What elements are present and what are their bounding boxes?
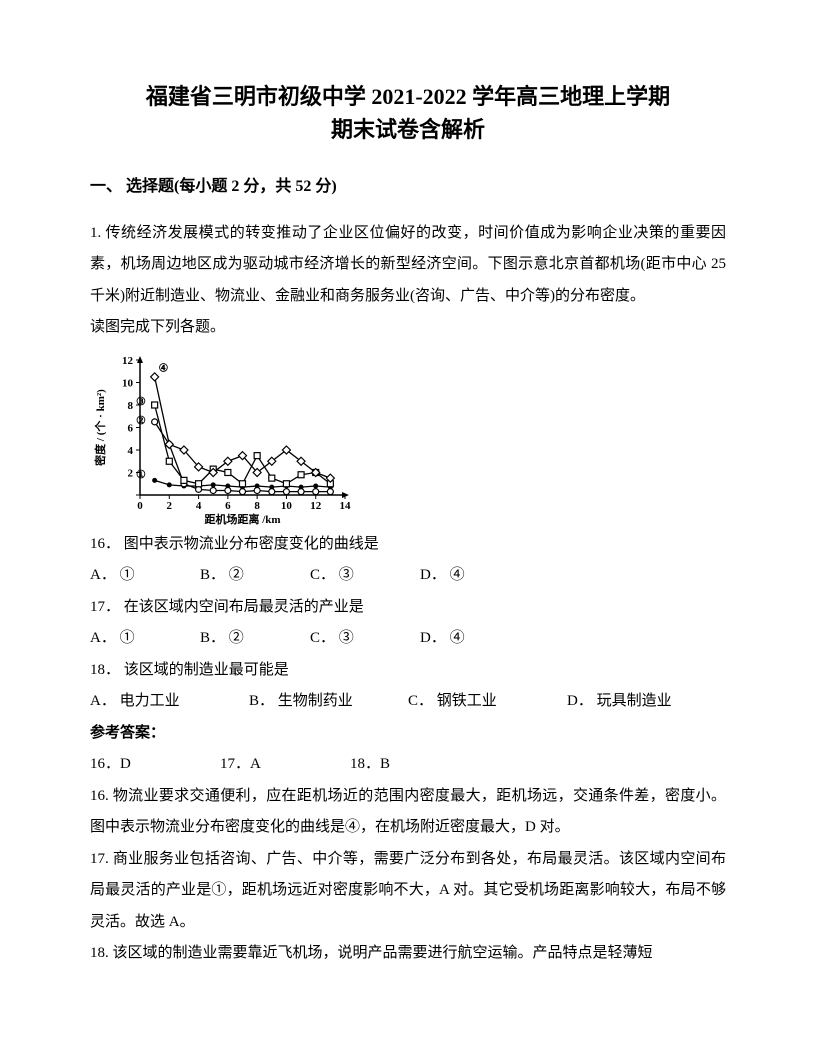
svg-text:8: 8: [128, 400, 134, 412]
q16-stem: 16． 图中表示物流业分布密度变化的曲线是: [90, 529, 726, 561]
title-line-2: 期末试卷含解析: [90, 113, 726, 146]
answer-row: 16．D 17．A 18．B: [90, 749, 726, 781]
q18-option-c: C． 钢铁工业: [408, 686, 567, 718]
svg-text:2: 2: [167, 500, 173, 512]
svg-text:④: ④: [158, 362, 168, 374]
svg-text:14: 14: [340, 500, 352, 512]
svg-text:10: 10: [122, 377, 134, 389]
section-header: 一、 选择题(每小题 2 分，共 52 分): [90, 170, 726, 204]
q16-option-d: D． ④: [420, 560, 530, 592]
svg-text:2: 2: [128, 467, 134, 479]
q18-option-a: A． 电力工业: [90, 686, 249, 718]
density-chart: 0 2 4 6 8 10 12 14 2 4 6 8 10 12 距机场距离 /km 密度 / (个 · km…: [90, 350, 355, 525]
svg-text:8: 8: [254, 500, 260, 512]
svg-text:6: 6: [225, 500, 231, 512]
q17-option-d: D． ④: [420, 623, 530, 655]
answer-16: 16．D: [90, 749, 220, 781]
svg-text:10: 10: [281, 500, 293, 512]
svg-text:③: ③: [136, 396, 146, 408]
answer-17: 17．A: [220, 749, 350, 781]
svg-text:4: 4: [196, 500, 202, 512]
q17-option-c: C． ③: [310, 623, 420, 655]
q16-option-b: B． ②: [200, 560, 310, 592]
q18-option-b: B． 生物制药业: [249, 686, 408, 718]
q18-stem: 18． 该区域的制造业最可能是: [90, 655, 726, 687]
answer-18: 18．B: [350, 749, 480, 781]
q16-option-a: A． ①: [90, 560, 200, 592]
q18-option-d: D． 玩具制造业: [567, 686, 726, 718]
explain-17: 17. 商业服务业包括咨询、广告、中介等，需要广泛分布到各处，布局最灵活。该区域…: [90, 844, 726, 939]
svg-text:0: 0: [137, 500, 143, 512]
explain-18: 18. 该区域的制造业需要靠近飞机场，说明产品需要进行航空运输。产品特点是轻薄短: [90, 938, 726, 970]
svg-text:4: 4: [128, 445, 134, 457]
svg-text:12: 12: [122, 355, 134, 367]
q18-options: A． 电力工业 B． 生物制药业 C． 钢铁工业 D． 玩具制造业: [90, 686, 726, 718]
q16-option-c: C． ③: [310, 560, 420, 592]
q17-option-b: B． ②: [200, 623, 310, 655]
q17-option-a: A． ①: [90, 623, 200, 655]
question-intro-1: 1. 传统经济发展模式的转变推动了企业区位偏好的改变，时间价值成为影响企业决策的…: [90, 218, 726, 313]
svg-text:6: 6: [128, 422, 134, 434]
q16-options: A． ① B． ② C． ③ D． ④: [90, 560, 726, 592]
svg-text:①: ①: [136, 469, 146, 481]
q17-stem: 17． 在该区域内空间布局最灵活的产业是: [90, 592, 726, 624]
document-title: 福建省三明市初级中学 2021-2022 学年高三地理上学期 期末试卷含解析: [90, 80, 726, 146]
question-intro-2: 读图完成下列各题。: [90, 312, 726, 344]
title-line-1: 福建省三明市初级中学 2021-2022 学年高三地理上学期: [90, 80, 726, 113]
q17-options: A． ① B． ② C． ③ D． ④: [90, 623, 726, 655]
svg-text:密度 / (个 · km²): 密度 / (个 · km²): [93, 388, 107, 465]
answer-header: 参考答案：: [90, 718, 726, 750]
svg-text:②: ②: [136, 415, 146, 427]
svg-text:12: 12: [310, 500, 322, 512]
svg-text:距机场距离 /km: 距机场距离 /km: [204, 512, 280, 525]
explain-16: 16. 物流业要求交通便利，应在距机场近的范围内密度最大，距机场远，交通条件差，…: [90, 781, 726, 844]
